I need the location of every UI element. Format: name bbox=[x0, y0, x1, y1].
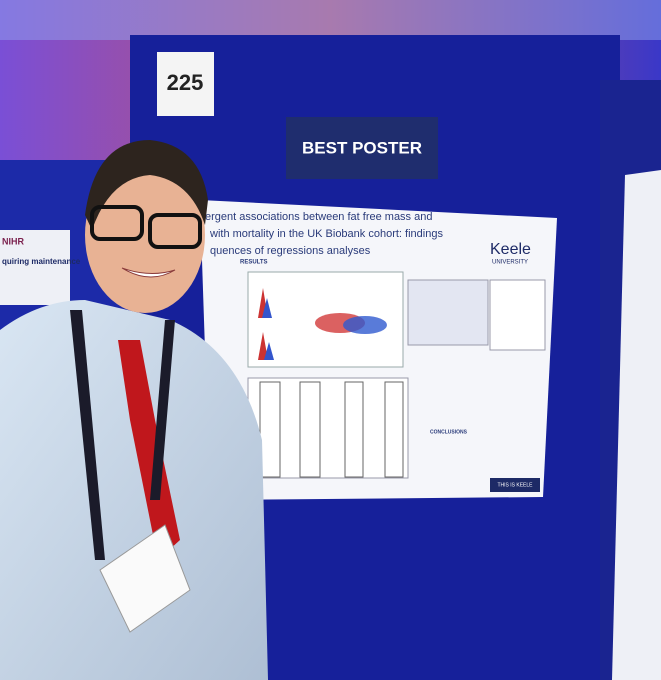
award-text: BEST POSTER bbox=[302, 138, 422, 157]
poster-footer: THIS IS KEELE bbox=[497, 482, 533, 488]
board-number: 225 bbox=[167, 70, 204, 95]
university-logo: Keele bbox=[490, 241, 531, 258]
poster-title: with mortality in the UK Biobank cohort:… bbox=[209, 228, 443, 240]
left-heading: quiring maintenance bbox=[2, 257, 81, 266]
award-sign bbox=[286, 117, 438, 179]
left-poster: NIHR quiring maintenance bbox=[0, 230, 81, 305]
left-logo: NIHR bbox=[2, 236, 24, 246]
poster-title: ergent associations between fat free mas… bbox=[205, 211, 432, 223]
number-sign bbox=[157, 52, 214, 116]
person bbox=[0, 140, 268, 680]
university-sub: UNIVERSITY bbox=[492, 260, 528, 266]
right-poster bbox=[612, 170, 661, 680]
poster-title: quences of regressions analyses bbox=[210, 245, 371, 257]
section-heading: CONCLUSIONS bbox=[430, 429, 468, 435]
section-heading: RESULTS bbox=[240, 260, 268, 266]
poster: ergent associations between fat free mas… bbox=[200, 200, 557, 500]
ceiling-light bbox=[0, 0, 661, 40]
